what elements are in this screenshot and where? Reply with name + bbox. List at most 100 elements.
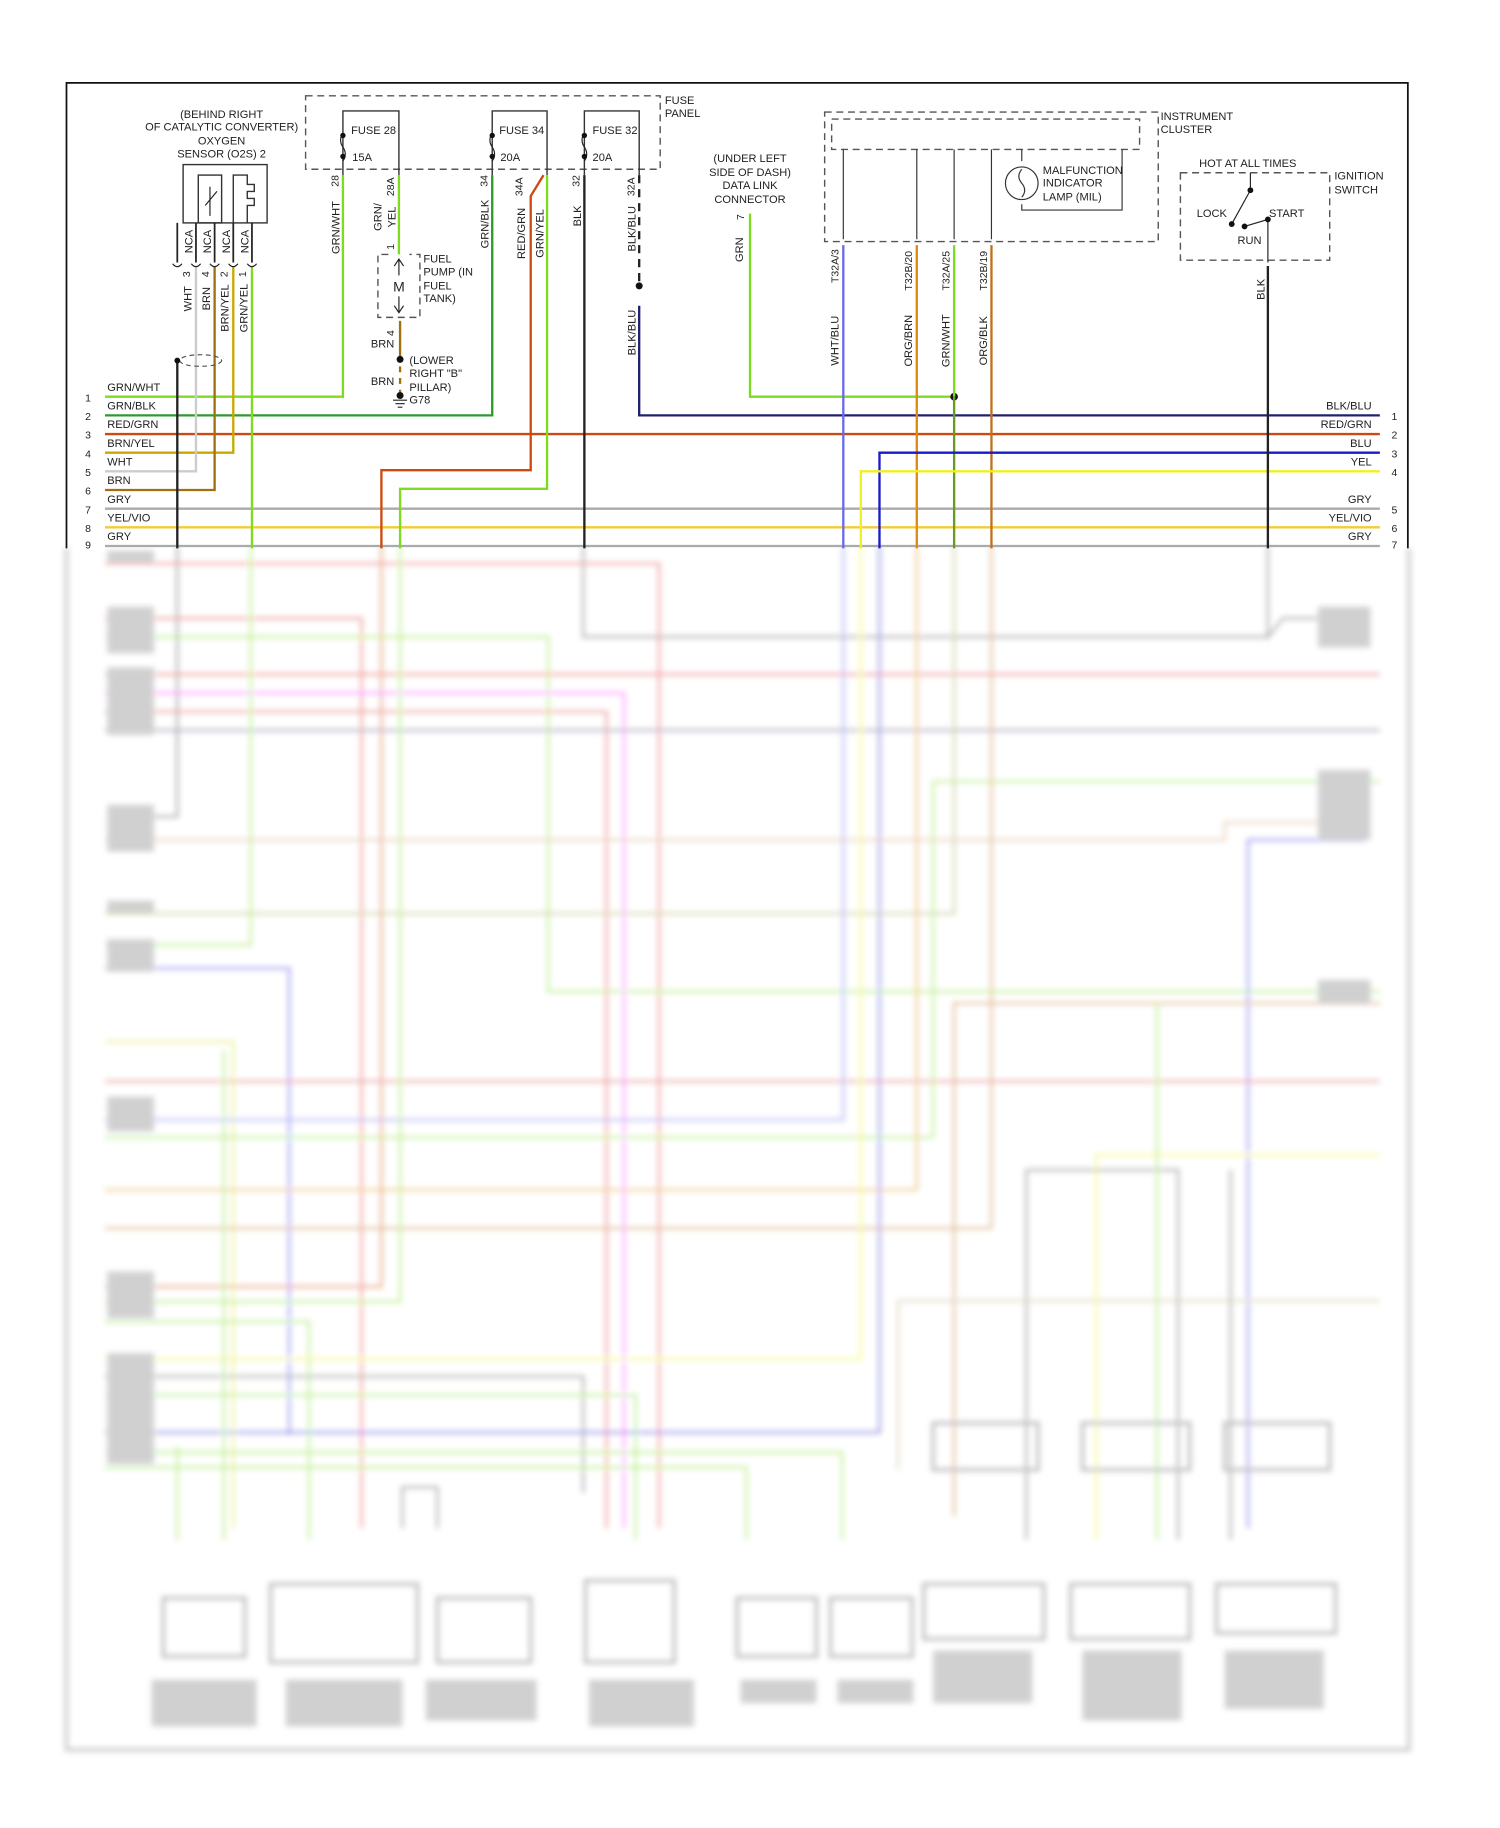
diagram-label: PANEL (665, 108, 701, 120)
ground-icon (393, 392, 408, 408)
mil-lamp-icon (1004, 166, 1039, 201)
diagram-label: BRN (371, 339, 394, 351)
diagram-label: BLK/BLU (1326, 401, 1372, 413)
diagram-label: PUMP (IN (423, 266, 473, 278)
diagram-label: LAMP (MIL) (1043, 192, 1102, 204)
diagram-label: BLK/BLU (627, 206, 639, 252)
diagram-label: YEL (1351, 457, 1372, 469)
diagram-label: RUN (1238, 235, 1262, 247)
wire-blk-blu (638, 305, 1380, 417)
diagram-label: G78 (409, 395, 430, 407)
diagram-label: BRN (371, 376, 394, 388)
diagram-label: 4 (201, 271, 212, 277)
heater-icon (232, 174, 255, 223)
diagram-label: RED/GRN (516, 208, 528, 259)
diagram-label: (UNDER LEFT (713, 153, 786, 165)
diagram-label: CONNECTOR (714, 194, 785, 206)
diagram-label: INDICATOR (1043, 178, 1103, 190)
diagram-label: 7 (736, 214, 747, 220)
diagram-label: PILLAR) (409, 382, 451, 394)
fuse-panel: FUSE PANEL FUSE 28 15A FUSE 34 20A FUSE … (304, 95, 1380, 549)
wire-brn (104, 266, 216, 492)
diagram-label: 28 (330, 175, 341, 187)
diagram-label: 5 (1392, 505, 1398, 516)
diagram-label: 5 (85, 468, 91, 479)
diagram-label: WHT (182, 286, 194, 311)
diagram-label: SIDE OF DASH) (709, 167, 791, 179)
diagram-label: FUSE (665, 95, 695, 107)
diagram-label: 20A (593, 152, 613, 164)
diagram-label: BRN (201, 287, 213, 310)
wire-yel (859, 470, 1380, 549)
diagram-label: OF CATALYTIC CONVERTER) (145, 122, 298, 134)
diagram-label: SENSOR (O2S) 2 (177, 149, 266, 161)
wire-brn-yel (104, 266, 235, 454)
blurred-lower-diagram (64, 545, 1411, 1752)
diagram-label: MALFUNCTION (1043, 165, 1123, 177)
diagram-label: GRY (1348, 531, 1372, 543)
diagram-label: YEL (386, 207, 398, 228)
fuse-34: FUSE 34 20A (491, 110, 548, 176)
diagram-label: GRN/BLK (107, 401, 156, 413)
diagram-label: BRN/YEL (220, 284, 232, 331)
diagram-label: 1 (386, 244, 397, 250)
diagram-label: FUEL (423, 280, 451, 292)
diagram-label: BLU (1350, 438, 1372, 450)
diagram-label: IGNITION (1334, 171, 1383, 183)
diagram-label: (LOWER (409, 355, 453, 367)
diagram-label: 2 (85, 412, 91, 423)
wire-grn-dlc (748, 213, 955, 398)
diagram-label: T32A/3 (831, 249, 842, 283)
diagram-label: 3 (1392, 449, 1398, 460)
diagram-label: FUEL (423, 254, 451, 266)
diagram-label: GRN/YEL (238, 284, 250, 333)
diagram-label: 34A (515, 177, 526, 196)
diagram-label: GRN (734, 237, 746, 262)
ignition-switch: HOT AT ALL TIMES IGNITION SWITCH LOCK ST… (1179, 158, 1384, 549)
motor-icon: M (393, 279, 405, 295)
diagram-label: 32 (572, 175, 583, 187)
diagram-label: 1 (1392, 412, 1398, 423)
diagram-label: 7 (1392, 540, 1398, 551)
diagram-label: FUSE 28 (351, 125, 396, 137)
switch-contacts-icon (1231, 172, 1269, 263)
diagram-label: 3 (182, 271, 193, 277)
diagram-label: BLK (1255, 278, 1267, 300)
diagram-label: 1 (85, 393, 91, 404)
diagram-label: YEL/VIO (1329, 513, 1372, 525)
fuse-icon (340, 132, 588, 162)
diagram-label: GRY (107, 494, 131, 506)
diagram-label: 1 (238, 271, 249, 277)
diagram-label: RED/GRN (107, 419, 158, 431)
left-bus-wires (104, 175, 1380, 549)
diagram-label: BRN (107, 475, 130, 487)
diagram-label: LOCK (1197, 208, 1228, 220)
diagram-label: (BEHIND RIGHT (180, 109, 263, 121)
diagram-label: NCA (239, 229, 251, 253)
diagram-label: T32B/19 (979, 251, 990, 291)
diagram-label: GRN/WHT (940, 314, 952, 367)
wire-red-grn-34a (380, 174, 545, 549)
variable-resistor-icon (204, 186, 218, 216)
diagram-label: WHT (107, 457, 132, 469)
wire-grn-yel-34a (398, 175, 549, 549)
diagram-label: GRN/WHT (330, 201, 342, 254)
diagram-label: FUSE 34 (499, 125, 544, 137)
diagram-label: BRN/YEL (107, 438, 154, 450)
diagram-label: INSTRUMENT (1161, 111, 1234, 123)
diagram-label: DATA LINK (723, 180, 779, 192)
diagram-label: 4 (386, 330, 397, 336)
diagram-label: OXYGEN (198, 136, 245, 148)
diagram-label: 4 (85, 449, 91, 460)
diagram-label: 28A (386, 177, 397, 196)
diagram-label: YEL/VIO (107, 513, 150, 525)
diagram-label: 2 (219, 271, 230, 277)
diagram-label: HOT AT ALL TIMES (1199, 158, 1296, 170)
diagram-label: T32B/20 (904, 251, 915, 291)
diagram-label: NCA (183, 229, 195, 253)
diagram-label: GRN/WHT (107, 382, 160, 394)
oxygen-sensor: (BEHIND RIGHT OF CATALYTIC CONVERTER) OX… (145, 109, 298, 332)
diagram-label: NCA (202, 229, 214, 253)
